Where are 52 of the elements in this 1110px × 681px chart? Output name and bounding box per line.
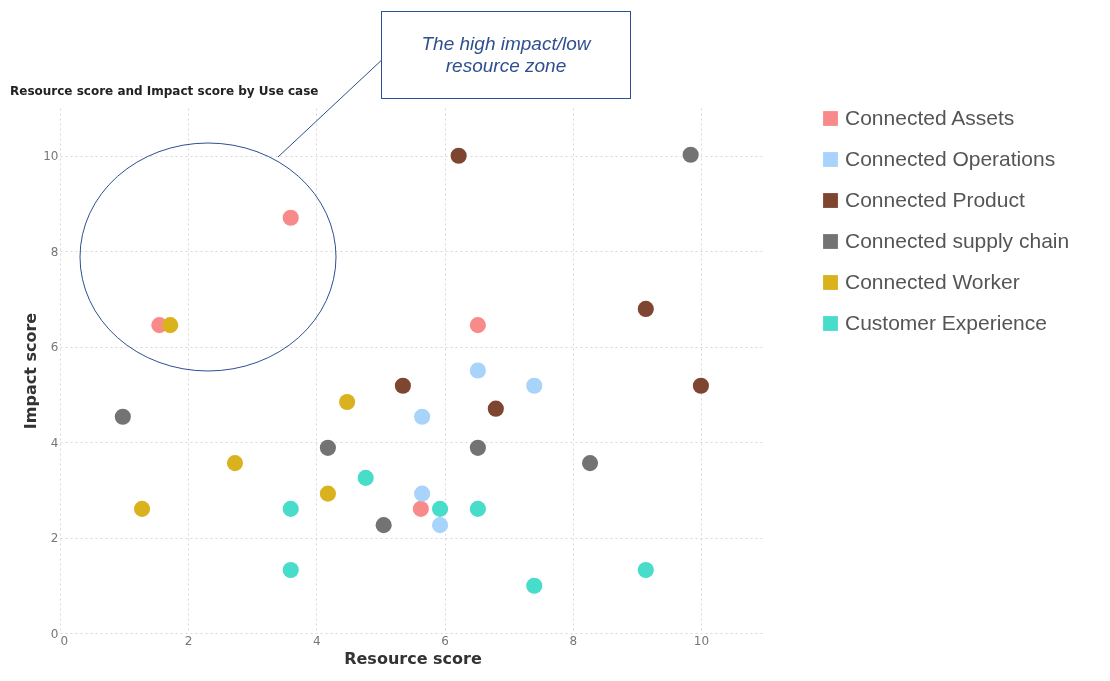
point xyxy=(162,317,179,334)
point xyxy=(692,377,709,394)
point xyxy=(282,561,299,579)
y-tick-label: 10 xyxy=(43,149,59,164)
point xyxy=(319,485,336,502)
point xyxy=(450,147,467,164)
point xyxy=(226,455,244,472)
point xyxy=(432,517,449,534)
x-tick-label: 2 xyxy=(184,633,193,648)
point xyxy=(339,393,356,411)
point xyxy=(682,146,699,163)
legend-label: Connected supply chain xyxy=(845,228,1070,252)
legend-label: Connected Assets xyxy=(845,105,1015,129)
legend-label: Connected Worker xyxy=(845,269,1020,293)
point xyxy=(487,400,504,417)
x-tick-label: 6 xyxy=(441,633,449,648)
point xyxy=(375,517,392,534)
point xyxy=(637,300,654,317)
point xyxy=(282,500,299,517)
y-tick-label: 4 xyxy=(50,435,59,450)
point xyxy=(469,317,486,334)
point xyxy=(637,561,654,579)
point xyxy=(581,455,599,472)
chart-title: Resource score and Impact score by Use case xyxy=(10,84,319,98)
legend-label: Customer Experience xyxy=(845,310,1047,334)
text: The high impact/low resource zone xyxy=(381,11,631,99)
legend-label: Connected Operations xyxy=(845,146,1056,170)
point xyxy=(357,469,374,486)
point xyxy=(469,500,486,517)
point xyxy=(432,500,449,517)
point xyxy=(414,408,431,425)
point xyxy=(414,485,431,502)
point xyxy=(282,209,299,226)
point xyxy=(526,377,543,394)
point xyxy=(319,439,336,456)
x-tick-label: 8 xyxy=(569,633,578,648)
legend-label: Connected Product xyxy=(845,187,1025,211)
y-tick-label: 6 xyxy=(50,340,59,355)
x-tick-label: 0 xyxy=(60,633,69,648)
y-tick-label: 2 xyxy=(50,531,59,546)
y-tick-label: 8 xyxy=(50,244,59,259)
x-axis-title: Resource score xyxy=(344,648,482,668)
point xyxy=(114,408,131,425)
point xyxy=(133,500,151,517)
point xyxy=(469,439,486,456)
point xyxy=(526,577,543,594)
x-tick-label: 10 xyxy=(693,633,710,648)
point xyxy=(469,362,486,379)
x-tick-label: 4 xyxy=(313,633,321,648)
y-axis-title: Impact score xyxy=(21,312,41,430)
point xyxy=(412,500,429,517)
point xyxy=(394,377,411,394)
